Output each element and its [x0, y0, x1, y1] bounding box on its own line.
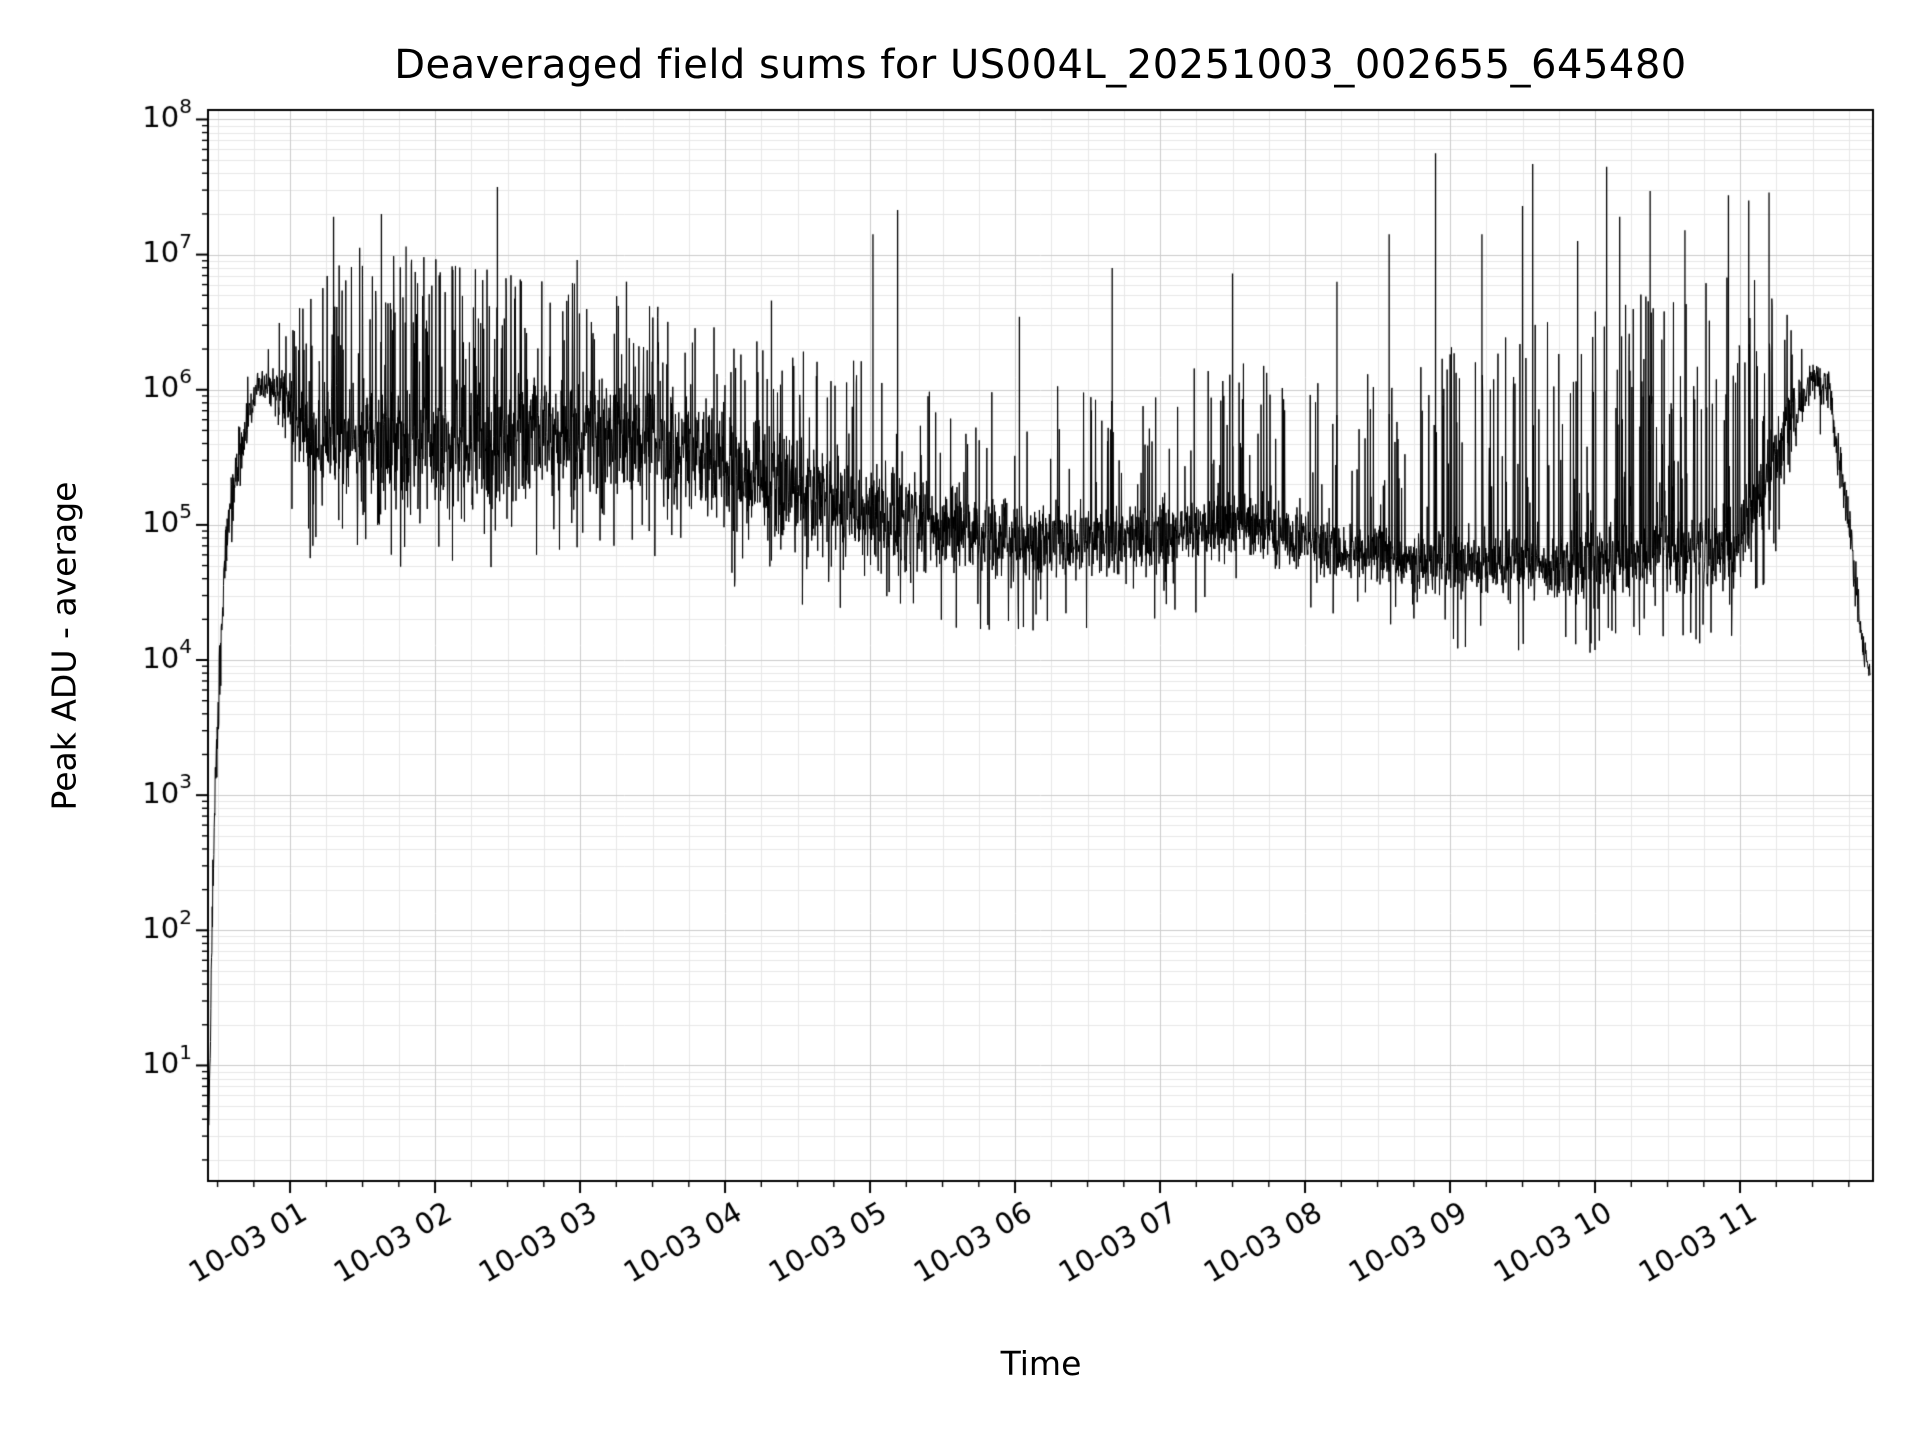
y-axis-label: Peak ADU - average — [44, 481, 84, 811]
x-axis-label: Time — [1000, 1344, 1082, 1383]
chart-title: Deaveraged field sums for US004L_2025100… — [394, 42, 1687, 88]
